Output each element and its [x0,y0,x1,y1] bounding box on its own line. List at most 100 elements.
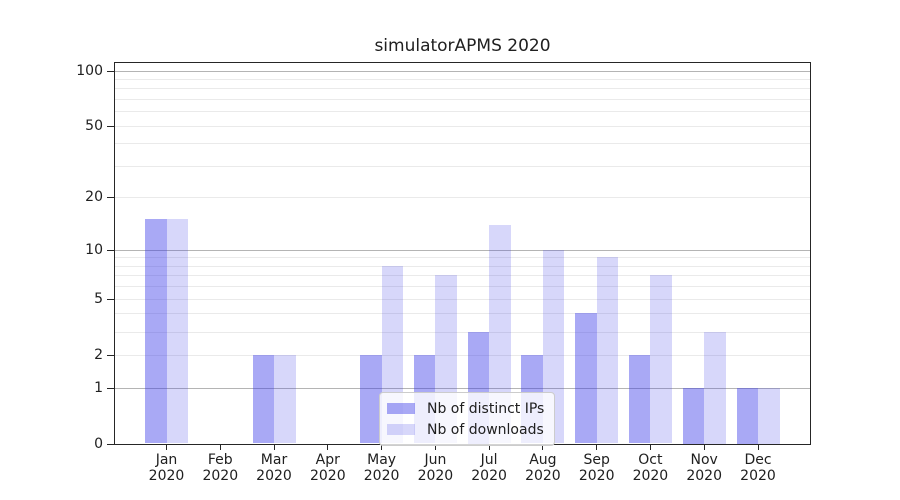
y-tick-mark [107,387,115,389]
x-tick-label: Nov 2020 [676,452,732,484]
major-gridline [115,249,810,251]
x-tick-mark [273,444,275,450]
x-tick-month: Nov [690,452,718,468]
x-tick-year: 2020 [686,467,722,484]
y-tick-label: 5 [94,290,103,307]
y-tick-label: 20 [85,189,103,206]
minor-gridline [115,166,810,167]
x-tick-month: Feb [207,452,233,468]
bar-oct-distinct-ips [628,354,651,444]
y-tick-mark [107,70,115,72]
minor-gridline [115,111,810,113]
x-tick-mark [327,444,329,450]
minor-gridline [115,331,810,333]
minor-gridline [115,78,810,80]
x-tick-year: 2020 [578,467,615,484]
x-tick-label: Aug 2020 [515,452,571,484]
y-tick-label: 100 [76,62,103,79]
legend-swatch-downloads [387,424,415,435]
bar-dec-downloads [758,387,780,444]
x-tick-mark [434,444,436,450]
y-tick-mark [107,249,115,251]
minor-gridline [115,143,810,145]
minor-gridline [115,99,810,100]
legend-item-distinct-ips: Nb of distinct IPs [387,399,544,418]
y-tick-label: 50 [85,117,103,134]
minor-gridline [115,197,810,199]
x-tick-label: Apr 2020 [300,452,356,484]
plot-area [115,63,810,444]
x-tick-month: Dec [744,452,772,468]
y-tick-mark [107,298,115,300]
y-tick-mark [107,197,115,199]
x-tick-label: Feb 2020 [192,452,248,484]
bar-dec-distinct-ips [736,387,758,444]
x-tick-year: 2020 [148,467,185,484]
bar-nov-distinct-ips [682,387,705,444]
x-tick-label: Sep 2020 [569,452,625,484]
x-tick-label: Jul 2020 [461,452,517,484]
x-tick-label: Oct 2020 [622,452,678,484]
x-tick-mark [542,444,544,450]
x-tick-mark [649,444,651,450]
minor-gridline [115,354,810,356]
x-tick-month: Mar [260,452,288,468]
minor-gridline [115,275,810,277]
bar-mar-distinct-ips [252,354,274,444]
x-tick-label: May 2020 [354,452,410,484]
x-tick-year: 2020 [363,467,400,484]
chart-title: simulatorAPMS 2020 [374,36,551,56]
x-tick-year: 2020 [471,467,507,484]
y-tick-label: 0 [94,435,103,452]
legend-swatch-distinct-ips [387,403,415,414]
bar-may-distinct-ips [360,354,382,444]
y-tick-label: 10 [85,241,103,258]
y-tick-label: 1 [94,379,103,396]
major-gridline [115,387,810,389]
legend-label-downloads: Nb of downloads [427,421,544,438]
x-tick-year: 2020 [632,467,669,484]
x-tick-label: Jan 2020 [139,452,195,484]
minor-gridline [115,88,810,90]
x-tick-month: Oct [638,452,663,468]
x-tick-month: Jan [155,452,178,468]
x-tick-year: 2020 [256,467,292,484]
x-tick-mark [381,444,383,450]
x-tick-label: Jun 2020 [407,452,463,484]
minor-gridline [115,286,810,288]
x-tick-month: May [367,452,397,468]
x-tick-month: Aug [529,452,557,468]
minor-gridline [115,257,810,259]
major-gridline [115,70,810,72]
legend-label-distinct-ips: Nb of distinct IPs [427,400,545,417]
x-tick-month: Jul [480,452,498,468]
minor-gridline [115,298,810,300]
y-tick-mark [107,125,115,127]
x-tick-month: Apr [315,452,340,468]
x-tick-mark [596,444,598,450]
x-tick-year: 2020 [202,467,239,484]
bar-jan-distinct-ips [145,219,167,444]
bar-jul-downloads [489,224,511,444]
bar-sep-distinct-ips [575,313,597,444]
x-tick-label: Mar 2020 [246,452,302,484]
legend-item-downloads: Nb of downloads [387,420,544,439]
x-tick-year: 2020 [525,467,561,484]
x-tick-mark [166,444,167,450]
minor-gridline [115,125,810,127]
x-tick-mark [219,444,221,450]
bar-jan-downloads [166,219,188,444]
bar-mar-downloads [274,354,296,444]
x-tick-month: Sep [583,452,610,468]
y-tick-label: 2 [94,346,103,363]
minor-gridline [115,265,810,267]
x-tick-year: 2020 [309,467,346,484]
x-tick-mark [703,444,705,450]
y-tick-mark [107,354,115,356]
x-tick-label: Dec 2020 [730,452,786,484]
y-tick-mark [107,443,115,445]
bar-nov-downloads [704,331,726,444]
x-tick-month: Jun [424,452,447,468]
x-tick-mark [757,444,759,450]
